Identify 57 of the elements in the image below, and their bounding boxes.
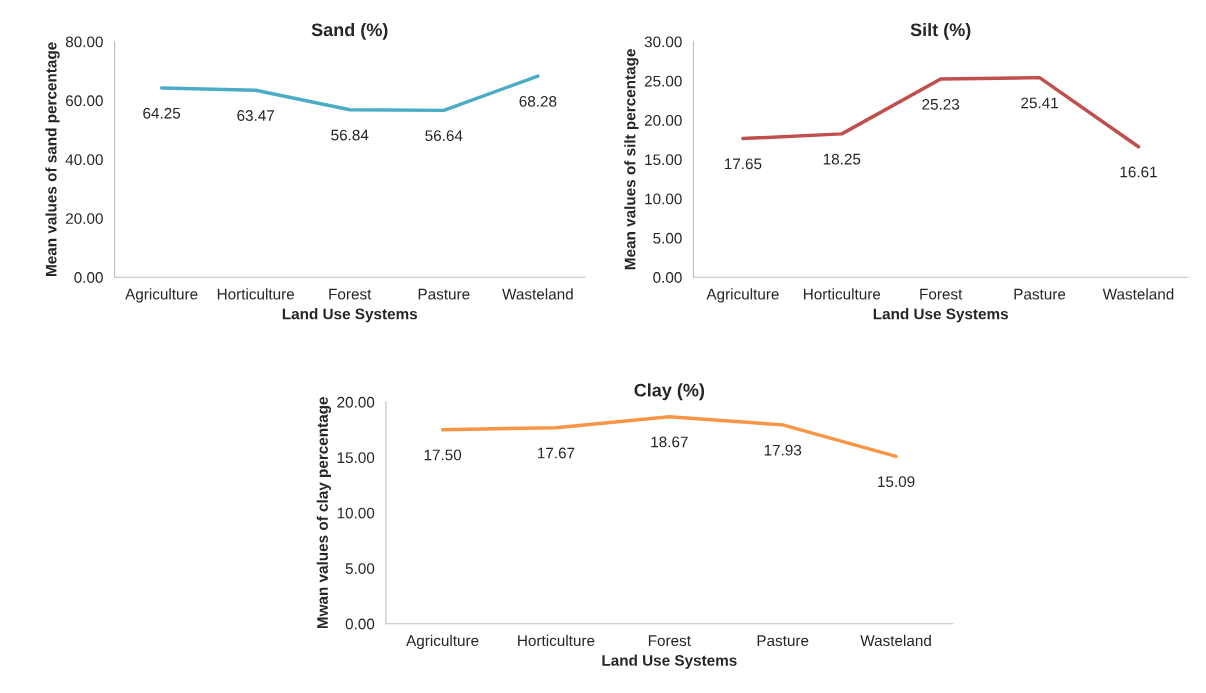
y-tick-label: 0.00 — [653, 272, 682, 283]
x-tick-label: Horticulture — [803, 288, 881, 300]
data-label: 18.67 — [651, 436, 688, 448]
y-tick-label: 10.00 — [645, 193, 682, 205]
x-tick-label: Wasteland — [1102, 288, 1174, 300]
line-series — [741, 75, 1141, 149]
x-tick-label: Wasteland — [502, 288, 573, 300]
y-tick-label: 25.00 — [644, 75, 682, 87]
x-tick-label: Horticulture — [217, 288, 295, 300]
data-label: 63.47 — [237, 110, 275, 121]
x-axis-title: Land Use Systems — [873, 308, 1008, 323]
data-label: 16.61 — [1120, 166, 1157, 178]
x-tick-label: Pasture — [1014, 288, 1066, 300]
y-tick-label: 10.00 — [337, 507, 375, 519]
x-tick-label: Wasteland — [860, 634, 931, 647]
data-label: 25.41 — [1021, 97, 1058, 109]
y-tick-label: 20.00 — [644, 114, 682, 126]
x-tick-label: Pasture — [757, 635, 809, 647]
y-tick-label: 5.00 — [345, 563, 375, 574]
data-label: 17.93 — [764, 444, 802, 456]
x-tick-label: Agriculture — [125, 288, 198, 303]
y-tick-label: 20.00 — [337, 396, 375, 408]
x-tick-label: Forest — [329, 288, 372, 300]
y-tick-label: 40.00 — [65, 154, 103, 166]
y-axis-title: Mean values of silt percentage — [624, 49, 639, 270]
chart-title: Clay (%) — [634, 383, 705, 401]
x-tick-label: Pasture — [418, 288, 470, 300]
data-label: 17.67 — [538, 447, 575, 459]
y-tick-label: 60.00 — [66, 95, 103, 107]
y-tick-label: 0.00 — [345, 618, 375, 630]
chart-title: Sand (%) — [311, 22, 388, 40]
x-tick-label: Forest — [648, 635, 691, 647]
y-tick-label: 80.00 — [65, 36, 103, 48]
data-label: 68.28 — [519, 95, 557, 107]
y-tick-label: 30.00 — [644, 36, 682, 48]
data-label: 56.84 — [331, 129, 369, 141]
y-tick-label: 15.00 — [645, 154, 682, 166]
data-label: 15.09 — [878, 476, 915, 488]
y-tick-label: 5.00 — [653, 232, 682, 244]
y-tick-label: 15.00 — [337, 452, 375, 464]
y-axis-title: Mean values of sand percentage — [45, 42, 60, 276]
x-tick-label: Agriculture — [706, 288, 779, 303]
data-label: 56.64 — [425, 130, 463, 142]
data-label: 17.65 — [724, 158, 762, 170]
y-tick-label: 0.00 — [74, 272, 103, 283]
data-label: 17.50 — [424, 449, 462, 461]
x-tick-label: Horticulture — [518, 634, 595, 647]
x-tick-label: Forest — [920, 288, 963, 300]
x-axis-title: Land Use Systems — [282, 308, 418, 323]
data-label: 18.25 — [823, 153, 861, 165]
data-label: 64.25 — [143, 107, 181, 119]
y-axis-title: Mwan values of clay percentage — [316, 397, 332, 629]
x-axis-title: Land Use Systems — [602, 654, 737, 669]
x-tick-label: Agriculture — [406, 634, 479, 650]
y-tick-label: 20.00 — [66, 213, 103, 224]
data-label: 25.23 — [922, 98, 960, 110]
chart-title: Silt (%) — [910, 22, 971, 40]
